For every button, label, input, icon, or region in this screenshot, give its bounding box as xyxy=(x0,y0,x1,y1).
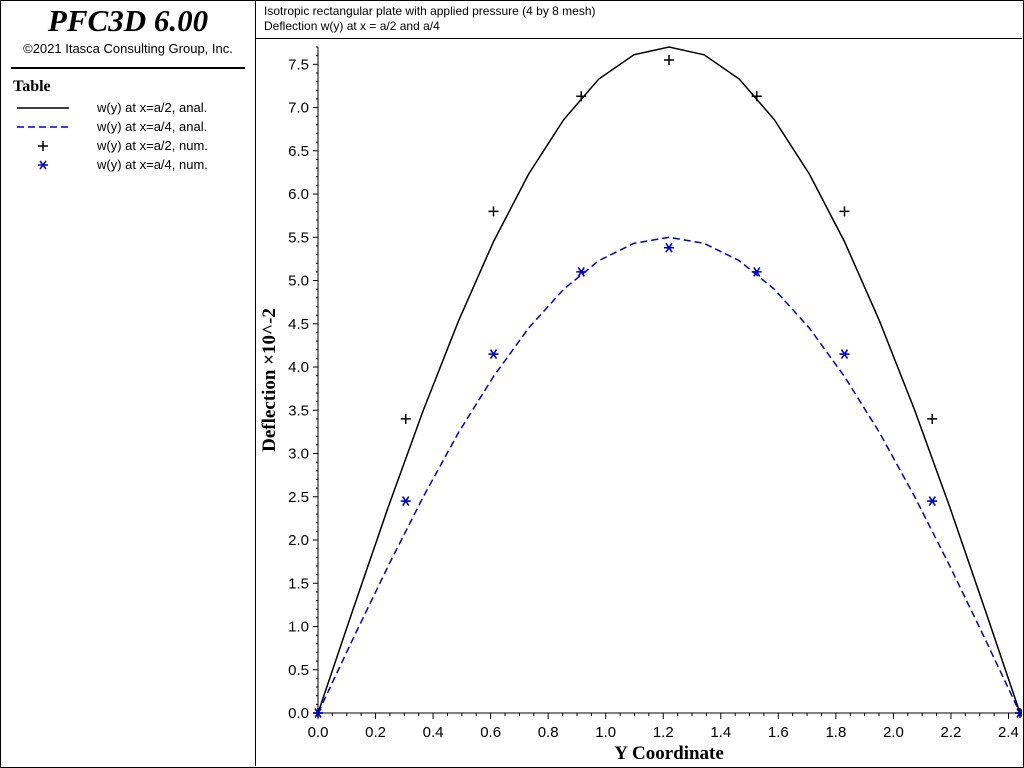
copyright-text: ©2021 Itasca Consulting Group, Inc. xyxy=(23,41,233,56)
y-axis-title: Deflection ×10^-2 xyxy=(259,308,280,452)
chart-subtitle: Deflection w(y) at x = a/2 and a/4 xyxy=(264,19,440,33)
legend-entry-a4-num: w(y) at x=a/4, num. xyxy=(13,156,253,175)
dashed-line-icon xyxy=(17,126,69,128)
series-line-a4-anal xyxy=(317,236,1021,714)
legend-list: w(y) at x=a/2, anal. w(y) at x=a/4, anal… xyxy=(13,99,253,175)
x-tick-label: 1.6 xyxy=(768,724,789,741)
legend-label: w(y) at x=a/2, num. xyxy=(97,138,208,153)
legend-entry-a4-anal: w(y) at x=a/4, anal. xyxy=(13,118,253,137)
y-tick-label: 4.5 xyxy=(288,316,309,333)
data-point-asterisk xyxy=(576,266,587,277)
x-tick-label: 1.4 xyxy=(710,724,731,741)
legend-label: w(y) at x=a/4, anal. xyxy=(97,119,208,134)
plus-marker-icon xyxy=(38,141,48,151)
data-point-asterisk xyxy=(664,242,674,253)
y-tick-label: 7.0 xyxy=(288,100,309,117)
x-tick-label: 1.8 xyxy=(825,724,846,741)
data-point-asterisk xyxy=(488,349,499,359)
x-tick-label: 0.2 xyxy=(365,724,386,741)
asterisk-marker-icon xyxy=(38,160,48,170)
data-point-plus xyxy=(400,413,411,424)
y-tick-label: 1.0 xyxy=(288,619,309,636)
y-tick-label: 5.0 xyxy=(288,273,309,290)
data-point-plus xyxy=(927,413,938,424)
x-tick-label: 2.2 xyxy=(941,724,962,741)
x-tick-label: 2.4 xyxy=(998,724,1019,741)
plot-area: 0.0 0.5 1.0 1.5 2.0 2.5 3.0 3.5 4.0 4.5 5.0 5.5 6.0 6… xyxy=(259,46,1022,764)
y-tick-label: 6.5 xyxy=(288,143,309,160)
x-tick-label: 0.8 xyxy=(538,724,559,741)
y-tick-label: 5.5 xyxy=(288,229,309,246)
data-point-plus xyxy=(664,54,674,65)
legend-entry-a2-anal: w(y) at x=a/2, anal. xyxy=(13,99,253,118)
x-tick-label: 0.4 xyxy=(423,724,444,741)
x-tick-label: 0.6 xyxy=(480,724,501,741)
y-tick-label: 2.5 xyxy=(288,489,309,506)
chart-header: Isotropic rectangular plate with applied… xyxy=(256,1,1022,39)
data-point-plus xyxy=(576,91,587,102)
data-point-asterisk xyxy=(1015,708,1022,718)
data-point-plus xyxy=(839,206,850,217)
data-point-asterisk xyxy=(400,496,411,507)
y-tick-label: 7.5 xyxy=(288,56,309,73)
data-point-plus xyxy=(751,91,762,102)
legend-entry-a2-num: w(y) at x=a/2, num. xyxy=(13,137,253,156)
y-tick-label: 4.0 xyxy=(288,359,309,376)
data-point-asterisk xyxy=(927,496,938,507)
app-title: PFC3D 6.00 xyxy=(47,3,209,38)
data-point-asterisk xyxy=(839,349,850,359)
series-line-a2-anal xyxy=(317,46,1021,714)
divider xyxy=(11,67,245,69)
legend-panel: PFC3D 6.00 ©2021 Itasca Consulting Group… xyxy=(1,1,256,766)
y-tick-label: 0.0 xyxy=(288,705,309,722)
y-tick-label: 1.5 xyxy=(288,575,309,592)
data-point-asterisk xyxy=(313,708,323,718)
y-tick-label: 0.5 xyxy=(288,662,309,679)
y-tick-label: 2.0 xyxy=(288,532,309,549)
x-tick-label: 1.2 xyxy=(653,724,674,741)
x-tick-label: 2.0 xyxy=(883,724,904,741)
y-tick-label: 3.0 xyxy=(288,446,309,463)
legend-label: w(y) at x=a/2, anal. xyxy=(97,100,208,115)
x-axis-title: Y Coordinate xyxy=(614,743,724,764)
legend-heading: Table xyxy=(13,78,51,95)
y-tick-label: 6.0 xyxy=(288,186,309,203)
x-tick-label: 1.0 xyxy=(595,724,616,741)
legend-label: w(y) at x=a/4, num. xyxy=(97,157,208,172)
data-point-plus xyxy=(488,206,499,217)
x-tick-label: 0.0 xyxy=(308,724,329,741)
chart-title: Isotropic rectangular plate with applied… xyxy=(264,4,596,18)
solid-line-icon xyxy=(17,107,69,109)
data-point-asterisk xyxy=(751,266,762,277)
y-tick-label: 3.5 xyxy=(288,402,309,419)
